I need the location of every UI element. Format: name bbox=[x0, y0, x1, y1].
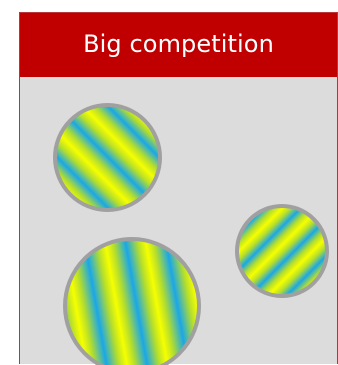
panel-header: Big competition bbox=[20, 13, 337, 77]
competition-panel: Big competition bbox=[19, 12, 338, 365]
gabor-patch-2[interactable] bbox=[63, 237, 201, 365]
page-title: Big competition bbox=[83, 30, 274, 58]
stimulus-area bbox=[20, 77, 337, 365]
gabor-patch-3[interactable] bbox=[235, 204, 329, 298]
gabor-patch-1[interactable] bbox=[53, 103, 162, 212]
